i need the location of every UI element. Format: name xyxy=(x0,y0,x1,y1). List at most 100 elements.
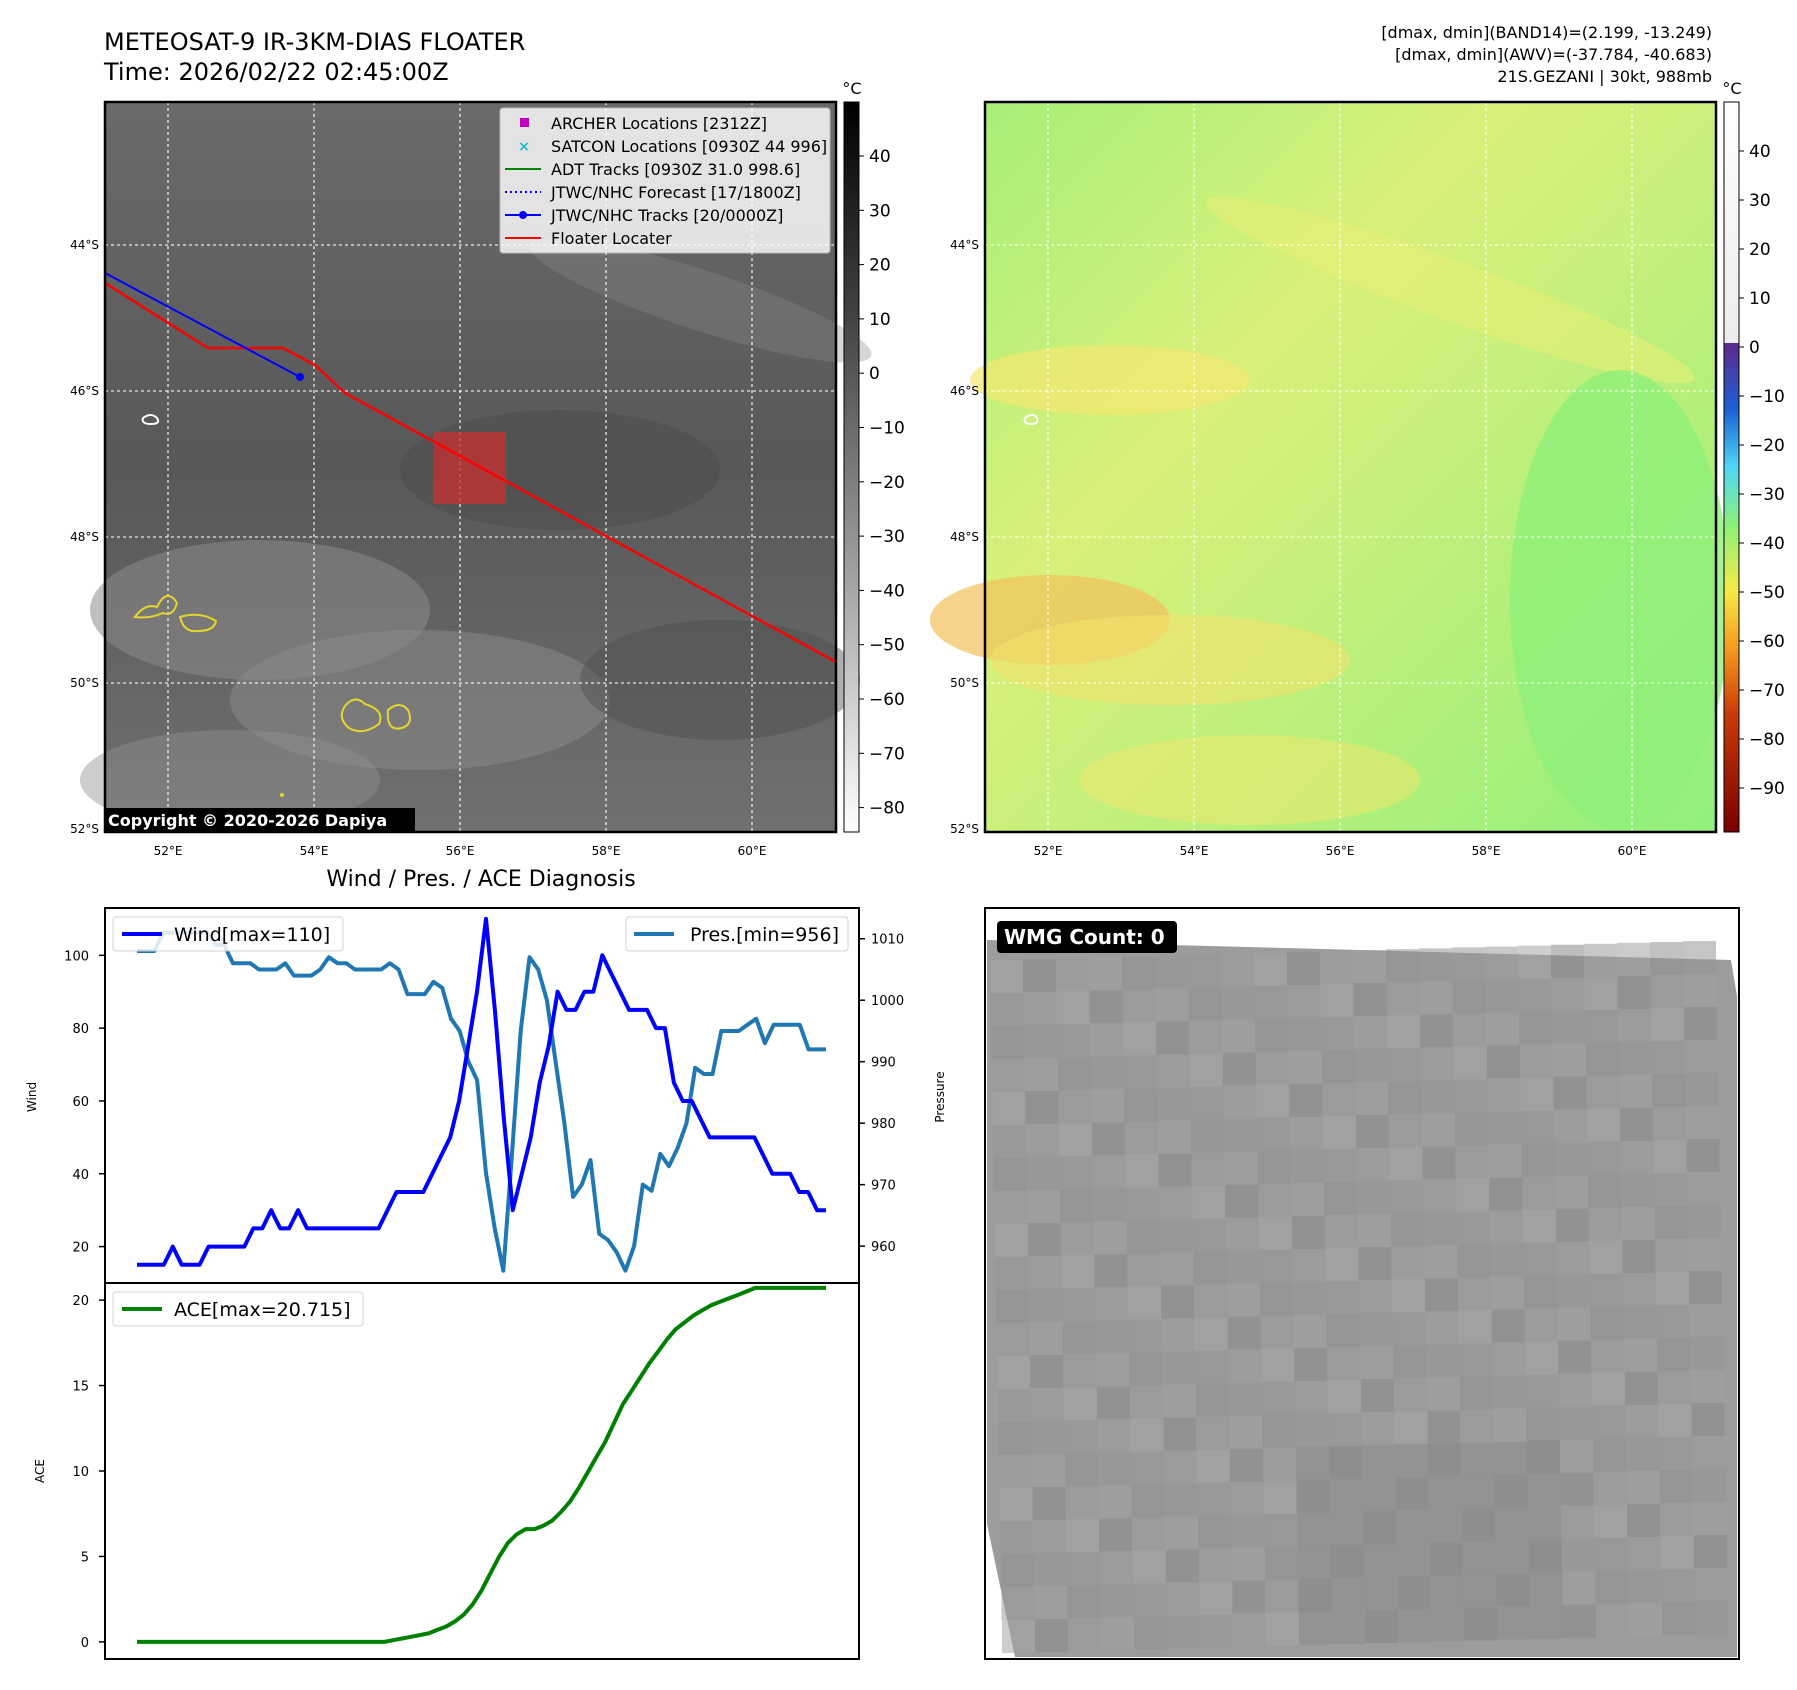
wmg-cell xyxy=(1653,1140,1687,1173)
wmg-cell xyxy=(1363,1544,1397,1578)
wmg-cell xyxy=(995,1257,1029,1290)
wmg-cell xyxy=(1591,1339,1625,1373)
wmg-cell xyxy=(1258,1183,1292,1217)
wmg-cell xyxy=(1134,1616,1167,1650)
wmg-cell xyxy=(1558,1373,1592,1407)
wmg-cell xyxy=(1060,1189,1094,1223)
wmg-cell xyxy=(1032,1454,1065,1488)
wmg-cell xyxy=(1551,944,1584,978)
wmg-cell xyxy=(1191,1152,1225,1186)
ace-frame xyxy=(104,1282,860,1660)
wmg-cell xyxy=(1128,1286,1161,1320)
wmg-cell xyxy=(1164,1450,1197,1484)
wmg-cell xyxy=(1431,1608,1464,1642)
ace-axis-label: ACE xyxy=(33,1459,47,1483)
wmg-cell xyxy=(1455,1145,1489,1179)
wmg-cell xyxy=(1191,1119,1224,1153)
wmg-cell xyxy=(1188,987,1222,1021)
wmg-cell xyxy=(1158,1120,1191,1154)
wmg-cell xyxy=(1261,1348,1295,1382)
wmg-cell xyxy=(1264,1513,1298,1547)
wmg-cell xyxy=(997,1356,1031,1389)
wmg-cell xyxy=(1320,984,1354,1017)
cloud-band xyxy=(528,237,872,363)
wmg-cell xyxy=(1359,1280,1392,1314)
pressure-axis-tick-label: 960 xyxy=(871,1240,896,1255)
ir-colorbar-tick-label: 30 xyxy=(869,201,891,221)
wmg-cell xyxy=(1254,985,1288,1019)
wmg-cell xyxy=(1332,1611,1365,1644)
wmg-cell xyxy=(1227,1283,1260,1317)
wmg-cell xyxy=(1200,1614,1233,1648)
wmg-cell xyxy=(990,993,1024,1026)
wmg-cell xyxy=(1262,1414,1296,1448)
wmg-cell xyxy=(1391,1246,1425,1280)
wmg-cell xyxy=(1386,982,1420,1016)
wmg-cell xyxy=(1296,1446,1329,1480)
wmg-cell xyxy=(1323,1149,1357,1182)
wmg-cell xyxy=(1254,952,1287,986)
wind-axis-tick-label: 80 xyxy=(72,1022,89,1037)
wmg-cell xyxy=(1618,1008,1652,1042)
wmg-cell xyxy=(1231,1514,1265,1548)
wmg-cell xyxy=(1426,1344,1460,1378)
wmg-cell xyxy=(1586,1075,1620,1109)
island-contour xyxy=(1023,414,1039,426)
wmg-cell xyxy=(1298,1578,1332,1612)
wmg-cell xyxy=(1688,1238,1722,1272)
wmg-cell xyxy=(1033,1553,1067,1587)
awv-lon-label: 60°E xyxy=(1618,844,1647,858)
ir-colorbar-tick-label: −60 xyxy=(869,690,905,710)
wmg-cell xyxy=(1026,1124,1059,1158)
wmg-cell xyxy=(1027,1190,1061,1224)
wmg-cell xyxy=(1321,1017,1355,1050)
wmg-cell xyxy=(1588,1207,1622,1241)
wmg-cell xyxy=(1595,1570,1629,1604)
pressure-axis-label: Pressure xyxy=(933,1071,947,1122)
wmg-cell xyxy=(1291,1215,1325,1249)
wmg-cell xyxy=(1193,1251,1227,1285)
wmg-cell xyxy=(1221,953,1254,987)
wmg-cell xyxy=(1228,1349,1262,1383)
pressure-axis-tick-label: 970 xyxy=(871,1179,896,1194)
wmg-cell xyxy=(1657,1338,1691,1371)
wmg-cell xyxy=(1360,1379,1394,1413)
wmg-cell xyxy=(999,1488,1033,1521)
wmg-cell xyxy=(1125,1154,1159,1188)
wmg-cell xyxy=(1357,1214,1391,1248)
wmg-cell xyxy=(1392,1312,1426,1346)
wmg-cell xyxy=(1297,1512,1331,1546)
awv-lat-label: 44°S xyxy=(950,238,979,252)
ace-axis-tick-label: 0 xyxy=(81,1636,89,1651)
wmg-panel: WMG Count: 0 xyxy=(984,907,1740,1660)
wmg-cell xyxy=(1591,1372,1625,1406)
wmg-cell xyxy=(1620,1140,1654,1174)
wmg-cell xyxy=(1656,1272,1689,1305)
wmg-cell xyxy=(1165,1516,1199,1550)
ir-lat-label: 52°S xyxy=(70,822,99,836)
wmg-cell xyxy=(1292,1248,1326,1282)
wmg-cell xyxy=(1627,1503,1661,1537)
wmg-cell xyxy=(1293,1281,1326,1315)
wmg-cell xyxy=(1488,1111,1521,1145)
wmg-cell xyxy=(1356,1115,1389,1149)
wmg-cell xyxy=(1456,1211,1490,1245)
wmg-cell xyxy=(1225,1184,1259,1218)
island-dot xyxy=(280,793,284,797)
wmg-cell xyxy=(1266,1612,1299,1646)
wmg-cell xyxy=(1361,1412,1395,1446)
wmg-cell xyxy=(1155,955,1188,989)
wmg-cell xyxy=(1689,1271,1722,1305)
wmg-cell xyxy=(1528,1506,1562,1540)
awv-colorbar-tick-label: −40 xyxy=(1749,534,1785,554)
wmg-cell xyxy=(1329,1479,1363,1512)
figure-title: METEOSAT-9 IR-3KM-DIAS FLOATER xyxy=(104,28,525,56)
wmg-cell xyxy=(1420,1014,1454,1048)
wmg-cell xyxy=(1359,1313,1393,1347)
pressure-axis-tick-label: 1010 xyxy=(871,933,904,948)
wmg-cell xyxy=(1624,1338,1658,1372)
wmg-cell xyxy=(1686,1139,1720,1173)
wmg-cell xyxy=(1061,1255,1095,1289)
wmg-cell xyxy=(1422,1146,1456,1180)
wmg-cell xyxy=(1066,1552,1100,1586)
